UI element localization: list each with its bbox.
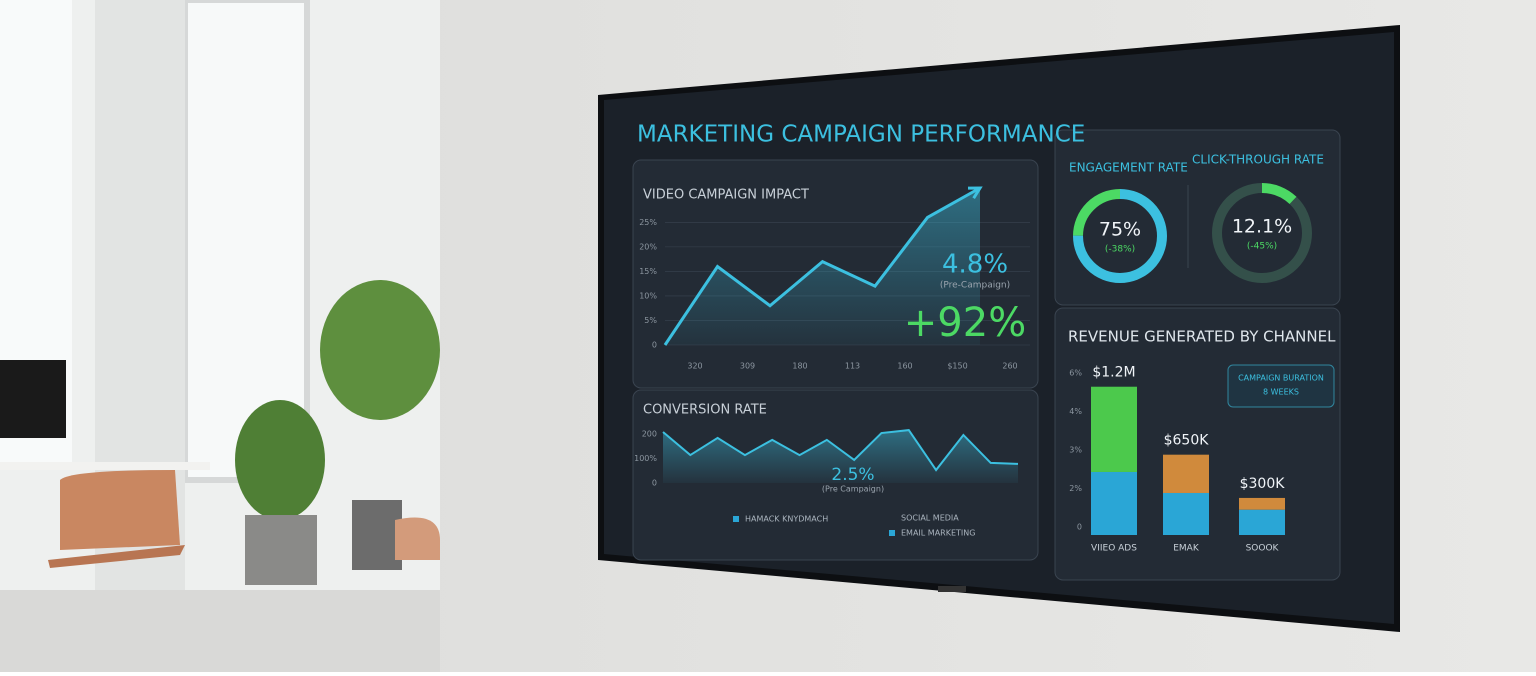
note-box <box>1227 364 1335 408</box>
x-tick-label: 113 <box>845 362 860 371</box>
bar-segment <box>1163 454 1209 493</box>
note-title: CAMPAIGN BURATION <box>1238 374 1324 383</box>
y-tick-label: 20% <box>639 242 657 251</box>
x-tick-label: 180 <box>792 362 807 371</box>
dashboard-title: MARKETING CAMPAIGN PERFORMANCE <box>637 122 1085 148</box>
line <box>662 429 1019 472</box>
chart-title: CLICK-THROUGH RATE <box>1192 153 1324 167</box>
legend-label: EMAIL MARKETING <box>901 529 975 538</box>
x-tick-label: 320 <box>687 362 702 371</box>
donut-change: (-45%) <box>1247 242 1277 252</box>
chair <box>60 470 180 550</box>
annotation: (Pre Campaign) <box>822 485 884 494</box>
pot <box>352 500 402 570</box>
annotation: +92% <box>904 300 1026 346</box>
axis-label: 6% <box>1069 369 1082 378</box>
annotation: 2.5% <box>831 465 874 485</box>
arrow-head <box>967 186 983 199</box>
x-tick-label: VIIEO ADS <box>1091 544 1137 554</box>
y-tick-label: 10% <box>639 291 657 300</box>
panel <box>1054 129 1341 306</box>
donut-arc <box>1073 189 1167 283</box>
area <box>663 430 1018 483</box>
desk <box>0 462 210 470</box>
monitor <box>0 360 66 438</box>
annotation: 4.8% <box>942 250 1008 280</box>
note-value: 8 WEEKS <box>1263 388 1299 397</box>
y-tick-label: 0 <box>652 341 657 350</box>
bar-segment <box>1239 497 1285 510</box>
tv-logo <box>938 586 966 592</box>
y-tick-label: 200 <box>642 430 657 439</box>
y-tick-label: 15% <box>639 267 657 276</box>
chart-title: REVENUE GENERATED BY CHANNEL <box>1068 328 1336 346</box>
x-tick-label: SOOOK <box>1246 544 1280 554</box>
donut-change: (-38%) <box>1105 245 1135 255</box>
floor <box>0 590 440 672</box>
bar-value-label: $650K <box>1164 433 1210 449</box>
bar-segment <box>1239 509 1285 535</box>
donut-arc <box>1212 183 1312 283</box>
y-tick-label: 100% <box>634 454 657 463</box>
x-tick-label: 309 <box>740 362 755 371</box>
x-tick-label: EMAK <box>1173 544 1200 554</box>
bar-value-label: $1.2M <box>1092 365 1135 381</box>
x-tick-label: $150 <box>947 362 967 371</box>
legend-swatch <box>733 516 739 522</box>
axis-label: 2% <box>1069 484 1082 493</box>
legend-label: SOCIAL MEDIA <box>901 514 959 523</box>
axis-label: 0 <box>1077 523 1082 532</box>
area <box>665 188 980 345</box>
line <box>663 186 981 346</box>
chair-seat <box>48 545 185 568</box>
x-tick-label: 160 <box>897 362 912 371</box>
plant <box>320 280 440 420</box>
chart-title: VIDEO CAMPAIGN IMPACT <box>643 188 809 203</box>
axis-label: 4% <box>1069 407 1082 416</box>
donut-value: 75% <box>1099 219 1141 241</box>
chart-title: ENGAGEMENT RATE <box>1069 161 1188 175</box>
donut-value: 12.1% <box>1232 216 1292 238</box>
axis-label: 3% <box>1069 446 1082 455</box>
chart-title: CONVERSION RATE <box>643 403 767 418</box>
bar-segment <box>1091 471 1137 535</box>
y-tick-label: 5% <box>644 316 657 325</box>
pot <box>245 515 317 585</box>
bar-value-label: $300K <box>1240 476 1286 492</box>
chair <box>395 517 440 560</box>
bar-segment <box>1163 492 1209 535</box>
legend-swatch <box>889 530 895 536</box>
annotation: (Pre-Campaign) <box>940 281 1010 291</box>
y-tick-label: 0 <box>652 479 657 488</box>
y-tick-label: 25% <box>639 218 657 227</box>
legend-label: HAMACK KNYDMACH <box>745 515 828 524</box>
bar-segment <box>1091 386 1137 472</box>
plant <box>235 400 325 520</box>
x-tick-label: 260 <box>1002 362 1017 371</box>
